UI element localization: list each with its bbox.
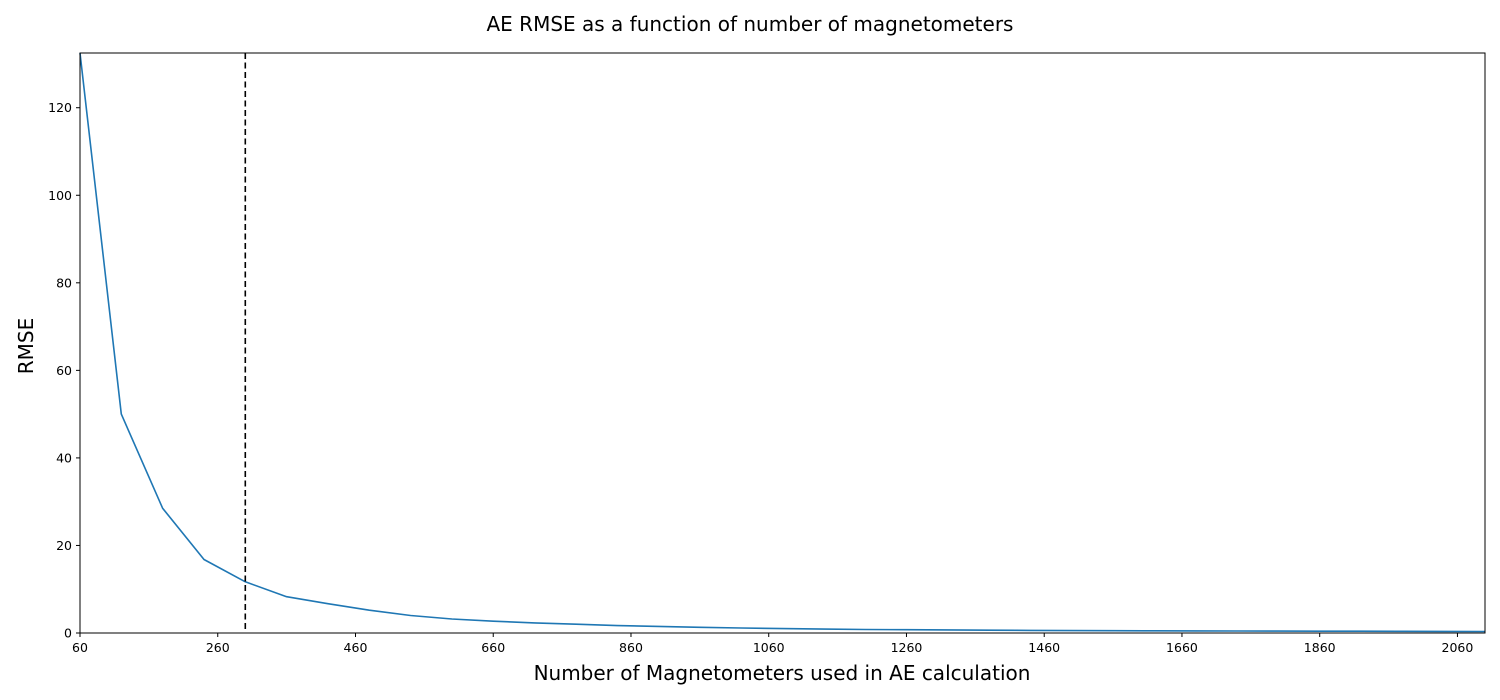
x-tick-label: 260 — [206, 640, 230, 655]
x-tick-label: 1260 — [891, 640, 923, 655]
y-tick-label: 100 — [48, 188, 72, 203]
y-tick-label: 40 — [56, 450, 72, 465]
x-tick-label: 660 — [481, 640, 505, 655]
x-tick-label: 1660 — [1166, 640, 1198, 655]
y-tick-label: 60 — [56, 363, 72, 378]
y-tick-label: 0 — [64, 626, 72, 641]
x-axis: 60 260 460 660 860 1060 1260 1460 1660 1860 2060 — [72, 633, 1473, 655]
x-tick-label: 60 — [72, 640, 88, 655]
y-tick-label: 20 — [56, 538, 72, 553]
y-tick-label: 80 — [56, 275, 72, 290]
y-axis-label: RMSE — [14, 318, 38, 374]
plot-frame — [79, 52, 1486, 634]
chart-title: AE RMSE as a function of number of magne… — [487, 12, 1014, 36]
rmse-series-line — [79, 52, 1486, 633]
y-axis: 0 20 40 60 80 100 120 — [48, 100, 80, 641]
x-tick-label: 1460 — [1028, 640, 1060, 655]
y-tick-label: 120 — [48, 100, 72, 115]
x-axis-label: Number of Magnetometers used in AE calcu… — [534, 661, 1031, 685]
x-tick-label: 1860 — [1304, 640, 1336, 655]
x-tick-label: 860 — [619, 640, 643, 655]
plot-area — [79, 52, 1486, 633]
x-tick-label: 1060 — [753, 640, 785, 655]
x-tick-label: 2060 — [1442, 640, 1474, 655]
x-tick-label: 460 — [344, 640, 368, 655]
